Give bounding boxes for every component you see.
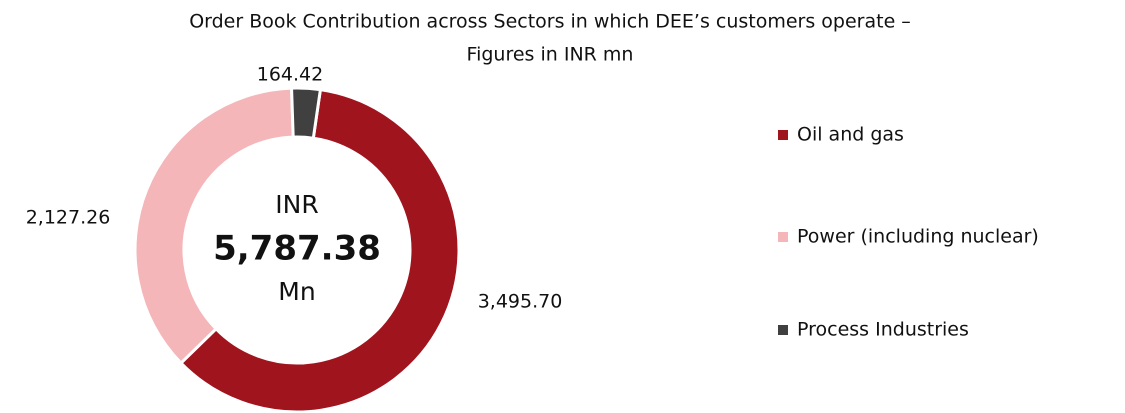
chart-title: Order Book Contribution across Sectors i…: [189, 11, 911, 33]
center-total: 5,787.38: [213, 229, 381, 269]
chart-title: Figures in INR mn: [467, 44, 634, 66]
legend-label: Oil and gas: [797, 124, 904, 146]
donut-slice: [178, 87, 461, 413]
legend-swatch: [778, 232, 788, 242]
donut-slice: [133, 86, 295, 366]
legend-swatch: [778, 130, 788, 140]
data-label: 3,495.70: [478, 291, 563, 313]
center-text: Mn: [278, 277, 315, 306]
legend-swatch: [778, 325, 788, 335]
data-label: 2,127.26: [26, 207, 111, 229]
data-label: 164.42: [257, 64, 323, 86]
legend-label: Process Industries: [797, 319, 969, 341]
center-text: INR: [275, 190, 318, 219]
donut-slice: [290, 86, 323, 140]
legend-label: Power (including nuclear): [797, 226, 1039, 248]
